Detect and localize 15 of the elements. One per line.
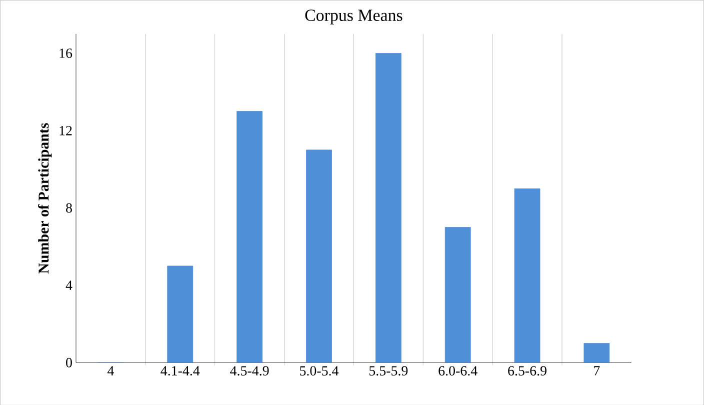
y-axis-title: Number of Participants <box>38 122 52 274</box>
x-tick-label: 4.1-4.4 <box>160 366 200 376</box>
y-tick-label: 8 <box>66 203 72 212</box>
x-tick-label: 6.0-6.4 <box>438 366 478 376</box>
y-tick-label: 12 <box>60 126 72 136</box>
x-tick-label: 7 <box>594 366 600 376</box>
x-tick-label: 4.5-4.9 <box>230 366 269 376</box>
y-tick-label: 16 <box>60 48 72 58</box>
chart-title: Corpus Means <box>305 9 402 24</box>
x-tick-label: 5.5-5.9 <box>369 366 408 376</box>
x-tick-label: 6.5-6.9 <box>508 366 546 376</box>
y-tick-label: 0 <box>66 358 72 368</box>
x-tick-label: 4 <box>107 366 114 376</box>
y-tick-label: 4 <box>66 280 72 290</box>
x-tick-label: 5.0-5.4 <box>300 366 339 376</box>
